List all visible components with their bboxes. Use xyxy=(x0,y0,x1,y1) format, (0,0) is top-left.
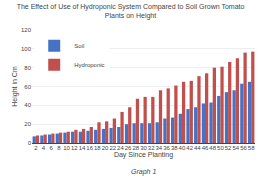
svg-text:40: 40 xyxy=(24,102,31,108)
svg-text:20: 20 xyxy=(24,121,31,127)
svg-text:34: 34 xyxy=(156,145,163,151)
svg-text:Graph 1: Graph 1 xyxy=(131,168,156,176)
svg-text:58: 58 xyxy=(248,145,255,151)
svg-text:20: 20 xyxy=(102,145,109,151)
svg-text:12: 12 xyxy=(71,145,78,151)
svg-text:38: 38 xyxy=(171,145,178,151)
svg-text:14: 14 xyxy=(79,145,86,151)
svg-text:Soil: Soil xyxy=(74,43,84,49)
svg-text:18: 18 xyxy=(94,145,101,151)
svg-text:80: 80 xyxy=(24,65,31,71)
svg-text:40: 40 xyxy=(179,145,186,151)
svg-text:4: 4 xyxy=(42,145,46,151)
svg-text:50: 50 xyxy=(217,145,224,151)
svg-text:The Effect of Use of Hydroponi: The Effect of Use of Hydroponic System C… xyxy=(17,3,245,20)
svg-text:120: 120 xyxy=(21,27,32,33)
svg-text:32: 32 xyxy=(148,145,155,151)
svg-text:52: 52 xyxy=(225,145,232,151)
svg-text:46: 46 xyxy=(202,145,209,151)
svg-text:22: 22 xyxy=(109,145,116,151)
svg-text:16: 16 xyxy=(86,145,93,151)
svg-text:44: 44 xyxy=(194,145,201,151)
svg-text:24: 24 xyxy=(117,145,124,151)
svg-text:2: 2 xyxy=(34,145,38,151)
svg-text:8: 8 xyxy=(57,145,61,151)
svg-text:30: 30 xyxy=(140,145,147,151)
svg-text:Day Since Planting: Day Since Planting xyxy=(114,151,173,159)
svg-text:42: 42 xyxy=(186,145,193,151)
svg-text:56: 56 xyxy=(240,145,247,151)
svg-text:48: 48 xyxy=(209,145,216,151)
svg-text:60: 60 xyxy=(24,84,31,90)
svg-text:6: 6 xyxy=(50,145,54,151)
svg-text:10: 10 xyxy=(63,145,70,151)
svg-text:100: 100 xyxy=(21,46,32,52)
svg-text:36: 36 xyxy=(163,145,170,151)
svg-text:Hydroponic: Hydroponic xyxy=(74,62,104,68)
svg-text:54: 54 xyxy=(232,145,239,151)
svg-text:28: 28 xyxy=(132,145,139,151)
svg-text:Height in Cm: Height in Cm xyxy=(11,66,19,107)
svg-text:0: 0 xyxy=(28,140,32,146)
svg-text:26: 26 xyxy=(125,145,132,151)
